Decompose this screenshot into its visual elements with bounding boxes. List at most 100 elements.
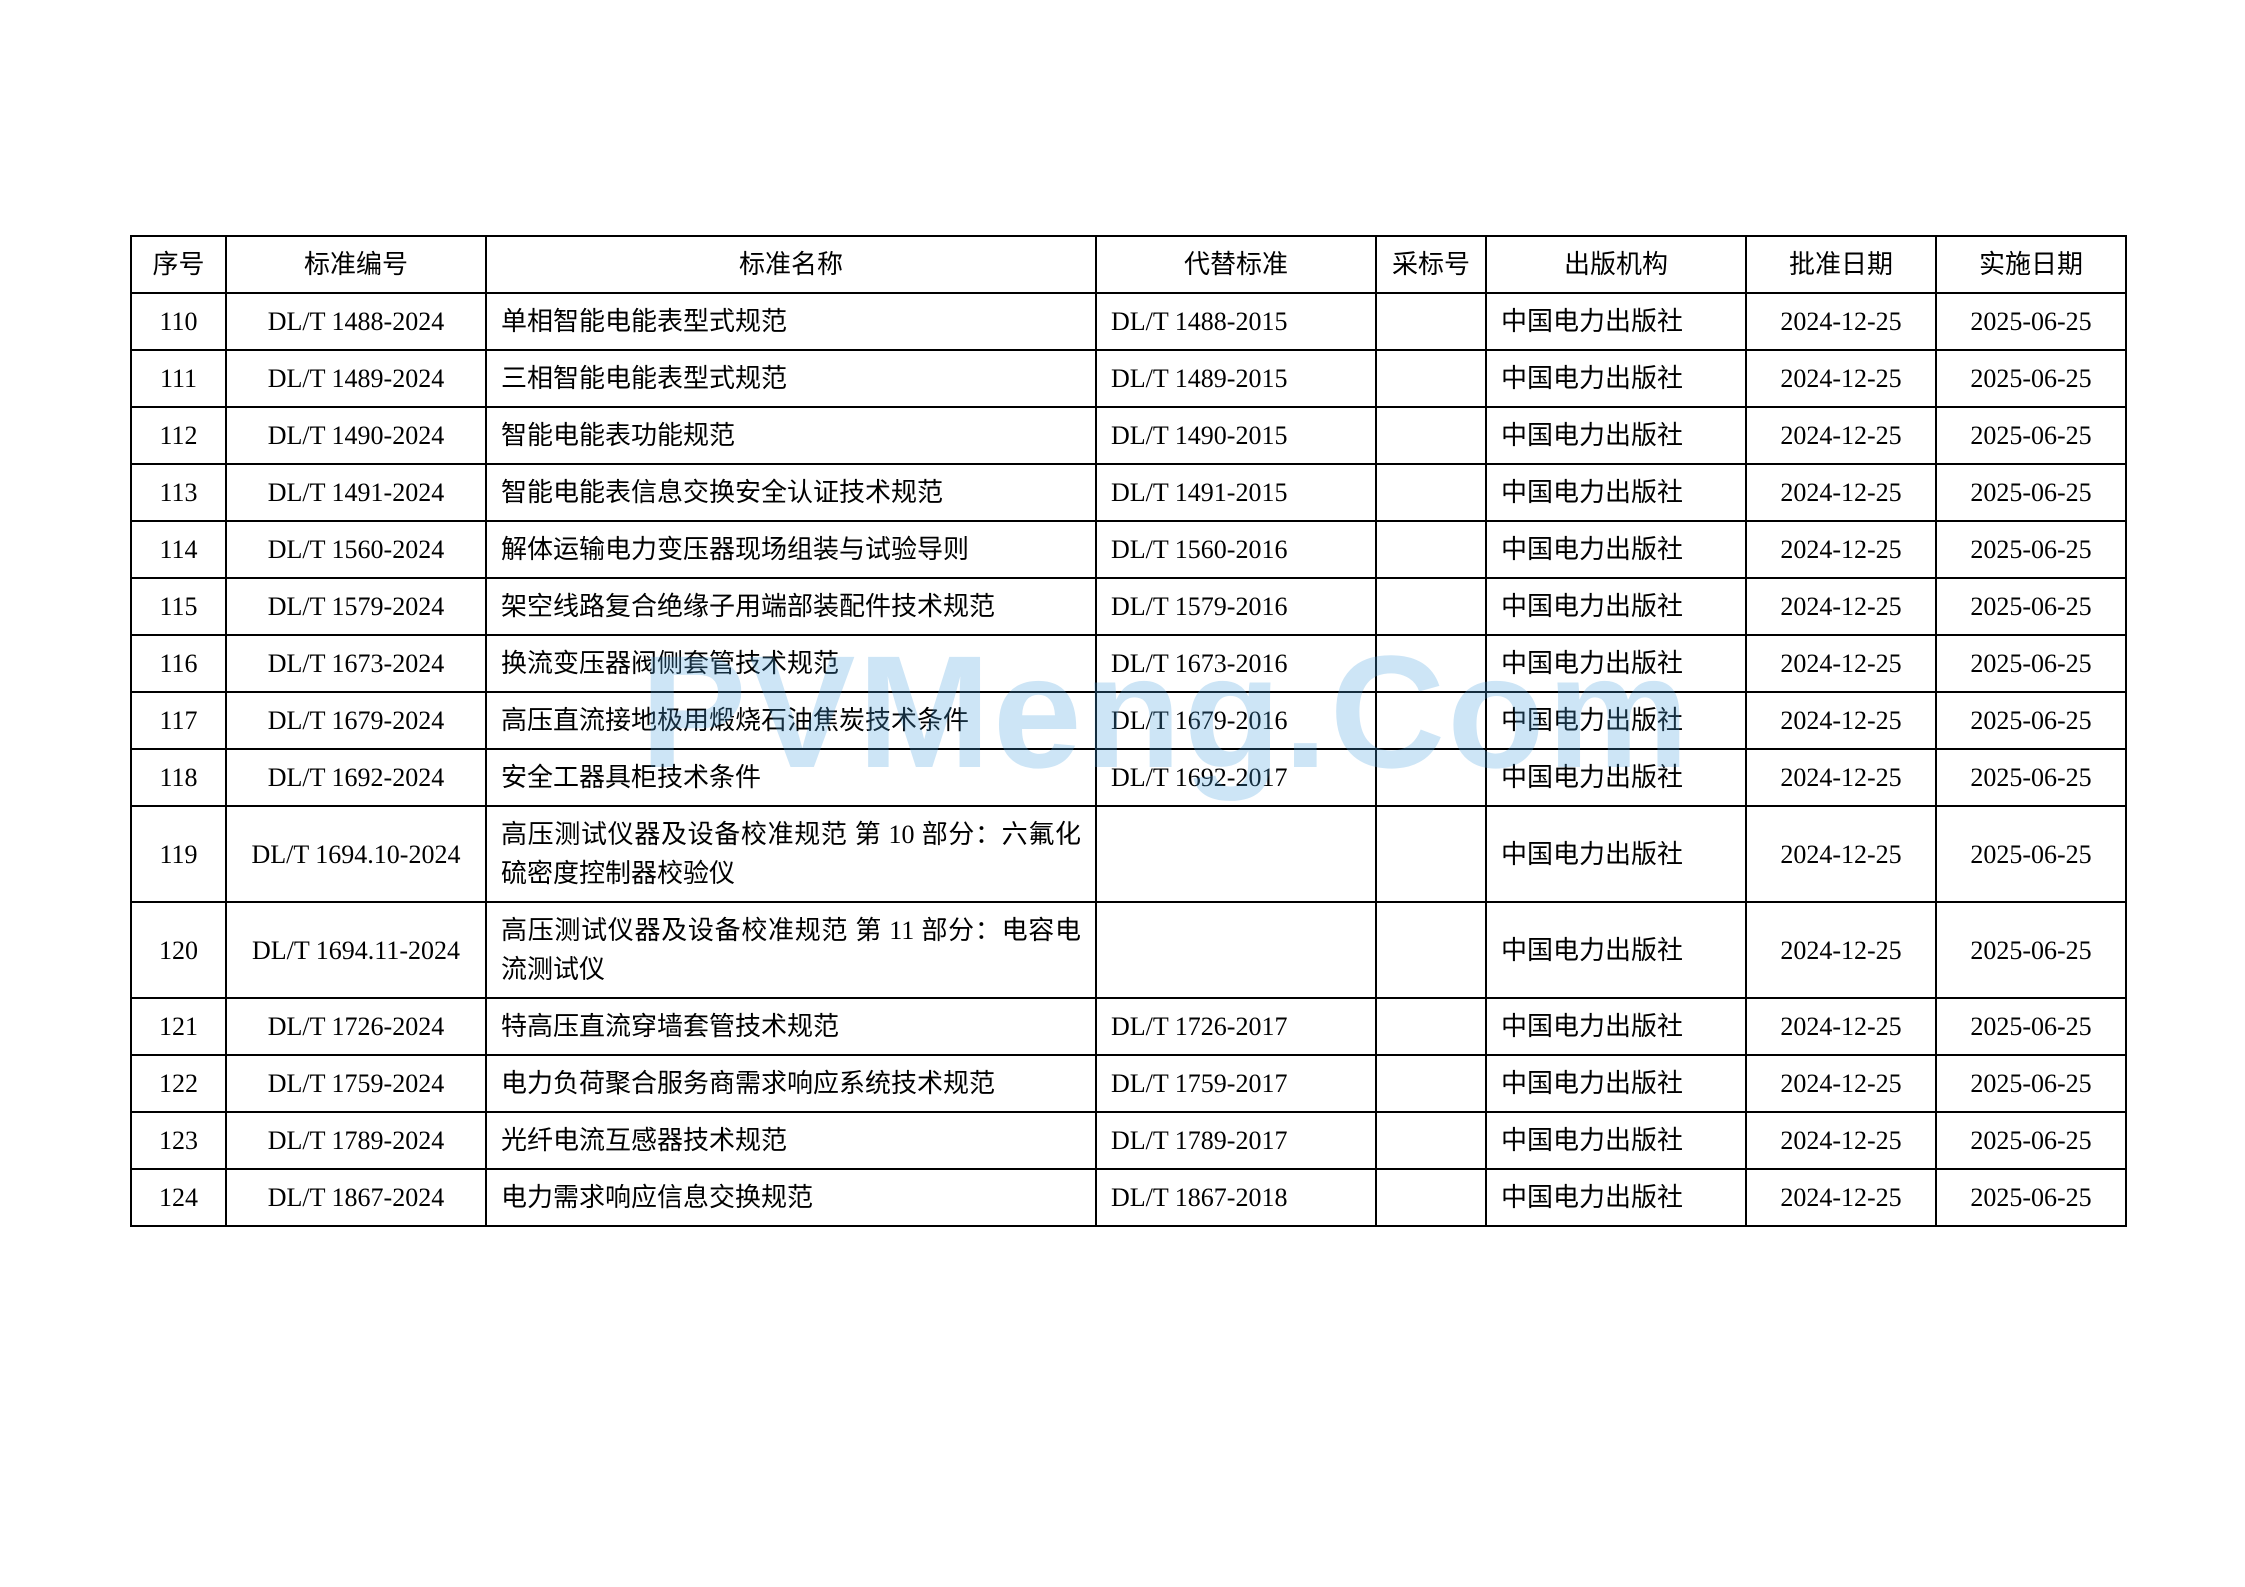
- cell-adopt: [1376, 1112, 1486, 1169]
- table-row: 110DL/T 1488-2024单相智能电能表型式规范DL/T 1488-20…: [131, 293, 2126, 350]
- cell-publisher: 中国电力出版社: [1486, 521, 1746, 578]
- table-body: 110DL/T 1488-2024单相智能电能表型式规范DL/T 1488-20…: [131, 293, 2126, 1226]
- cell-replaces: DL/T 1490-2015: [1096, 407, 1376, 464]
- cell-approved: 2024-12-25: [1746, 578, 1936, 635]
- cell-publisher: 中国电力出版社: [1486, 749, 1746, 806]
- cell-name: 光纤电流互感器技术规范: [486, 1112, 1096, 1169]
- cell-approved: 2024-12-25: [1746, 407, 1936, 464]
- table-row: 113DL/T 1491-2024智能电能表信息交换安全认证技术规范DL/T 1…: [131, 464, 2126, 521]
- cell-replaces: DL/T 1673-2016: [1096, 635, 1376, 692]
- cell-seq: 119: [131, 806, 226, 902]
- cell-code: DL/T 1867-2024: [226, 1169, 486, 1226]
- cell-publisher: 中国电力出版社: [1486, 350, 1746, 407]
- table-header-row: 序号 标准编号 标准名称 代替标准 采标号 出版机构 批准日期 实施日期: [131, 236, 2126, 293]
- cell-adopt: [1376, 293, 1486, 350]
- cell-approved: 2024-12-25: [1746, 749, 1936, 806]
- cell-name: 安全工器具柜技术条件: [486, 749, 1096, 806]
- cell-adopt: [1376, 464, 1486, 521]
- cell-name: 智能电能表功能规范: [486, 407, 1096, 464]
- col-header-name: 标准名称: [486, 236, 1096, 293]
- cell-publisher: 中国电力出版社: [1486, 902, 1746, 998]
- cell-name: 特高压直流穿墙套管技术规范: [486, 998, 1096, 1055]
- cell-seq: 111: [131, 350, 226, 407]
- cell-replaces: [1096, 806, 1376, 902]
- cell-code: DL/T 1560-2024: [226, 521, 486, 578]
- cell-adopt: [1376, 749, 1486, 806]
- cell-seq: 113: [131, 464, 226, 521]
- cell-seq: 122: [131, 1055, 226, 1112]
- cell-replaces: DL/T 1759-2017: [1096, 1055, 1376, 1112]
- cell-replaces: DL/T 1488-2015: [1096, 293, 1376, 350]
- cell-code: DL/T 1490-2024: [226, 407, 486, 464]
- cell-name: 解体运输电力变压器现场组装与试验导则: [486, 521, 1096, 578]
- cell-approved: 2024-12-25: [1746, 1169, 1936, 1226]
- cell-adopt: [1376, 692, 1486, 749]
- cell-code: DL/T 1759-2024: [226, 1055, 486, 1112]
- cell-seq: 115: [131, 578, 226, 635]
- cell-code: DL/T 1789-2024: [226, 1112, 486, 1169]
- table-row: 122DL/T 1759-2024电力负荷聚合服务商需求响应系统技术规范DL/T…: [131, 1055, 2126, 1112]
- col-header-publisher: 出版机构: [1486, 236, 1746, 293]
- cell-replaces: DL/T 1867-2018: [1096, 1169, 1376, 1226]
- cell-adopt: [1376, 407, 1486, 464]
- table-row: 124DL/T 1867-2024电力需求响应信息交换规范DL/T 1867-2…: [131, 1169, 2126, 1226]
- cell-replaces: DL/T 1679-2016: [1096, 692, 1376, 749]
- cell-code: DL/T 1491-2024: [226, 464, 486, 521]
- cell-effective: 2025-06-25: [1936, 464, 2126, 521]
- cell-effective: 2025-06-25: [1936, 293, 2126, 350]
- cell-publisher: 中国电力出版社: [1486, 578, 1746, 635]
- cell-approved: 2024-12-25: [1746, 293, 1936, 350]
- cell-replaces: [1096, 902, 1376, 998]
- cell-effective: 2025-06-25: [1936, 1112, 2126, 1169]
- cell-code: DL/T 1726-2024: [226, 998, 486, 1055]
- cell-effective: 2025-06-25: [1936, 578, 2126, 635]
- col-header-code: 标准编号: [226, 236, 486, 293]
- cell-publisher: 中国电力出版社: [1486, 1112, 1746, 1169]
- table-row: 121DL/T 1726-2024特高压直流穿墙套管技术规范DL/T 1726-…: [131, 998, 2126, 1055]
- cell-seq: 118: [131, 749, 226, 806]
- cell-effective: 2025-06-25: [1936, 998, 2126, 1055]
- cell-code: DL/T 1489-2024: [226, 350, 486, 407]
- table-row: 114DL/T 1560-2024解体运输电力变压器现场组装与试验导则DL/T …: [131, 521, 2126, 578]
- cell-approved: 2024-12-25: [1746, 521, 1936, 578]
- cell-effective: 2025-06-25: [1936, 806, 2126, 902]
- cell-approved: 2024-12-25: [1746, 1055, 1936, 1112]
- cell-code: DL/T 1488-2024: [226, 293, 486, 350]
- cell-seq: 110: [131, 293, 226, 350]
- cell-publisher: 中国电力出版社: [1486, 806, 1746, 902]
- cell-approved: 2024-12-25: [1746, 350, 1936, 407]
- table-row: 112DL/T 1490-2024智能电能表功能规范DL/T 1490-2015…: [131, 407, 2126, 464]
- table-row: 111DL/T 1489-2024三相智能电能表型式规范DL/T 1489-20…: [131, 350, 2126, 407]
- cell-effective: 2025-06-25: [1936, 1169, 2126, 1226]
- cell-code: DL/T 1694.10-2024: [226, 806, 486, 902]
- cell-effective: 2025-06-25: [1936, 692, 2126, 749]
- cell-publisher: 中国电力出版社: [1486, 692, 1746, 749]
- cell-adopt: [1376, 902, 1486, 998]
- cell-publisher: 中国电力出版社: [1486, 1055, 1746, 1112]
- cell-adopt: [1376, 635, 1486, 692]
- cell-code: DL/T 1579-2024: [226, 578, 486, 635]
- cell-name: 架空线路复合绝缘子用端部装配件技术规范: [486, 578, 1096, 635]
- cell-name: 电力负荷聚合服务商需求响应系统技术规范: [486, 1055, 1096, 1112]
- cell-seq: 117: [131, 692, 226, 749]
- col-header-adopt: 采标号: [1376, 236, 1486, 293]
- cell-effective: 2025-06-25: [1936, 635, 2126, 692]
- cell-adopt: [1376, 350, 1486, 407]
- cell-adopt: [1376, 578, 1486, 635]
- cell-publisher: 中国电力出版社: [1486, 293, 1746, 350]
- cell-approved: 2024-12-25: [1746, 692, 1936, 749]
- cell-seq: 123: [131, 1112, 226, 1169]
- table-row: 117DL/T 1679-2024高压直流接地极用煅烧石油焦炭技术条件DL/T …: [131, 692, 2126, 749]
- cell-code: DL/T 1694.11-2024: [226, 902, 486, 998]
- cell-publisher: 中国电力出版社: [1486, 1169, 1746, 1226]
- cell-seq: 121: [131, 998, 226, 1055]
- cell-approved: 2024-12-25: [1746, 464, 1936, 521]
- cell-name: 高压测试仪器及设备校准规范 第 11 部分：电容电流测试仪: [486, 902, 1096, 998]
- cell-name: 电力需求响应信息交换规范: [486, 1169, 1096, 1226]
- cell-name: 高压测试仪器及设备校准规范 第 10 部分：六氟化硫密度控制器校验仪: [486, 806, 1096, 902]
- cell-approved: 2024-12-25: [1746, 635, 1936, 692]
- cell-code: DL/T 1673-2024: [226, 635, 486, 692]
- cell-approved: 2024-12-25: [1746, 1112, 1936, 1169]
- cell-seq: 120: [131, 902, 226, 998]
- cell-adopt: [1376, 521, 1486, 578]
